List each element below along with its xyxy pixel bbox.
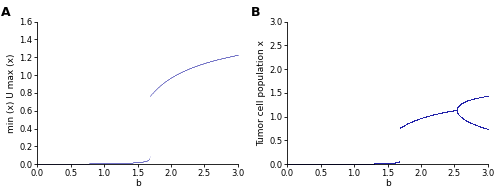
X-axis label: b: b [384,179,390,188]
X-axis label: b: b [134,179,140,188]
Text: B: B [251,6,260,19]
Y-axis label: min (x) U max (x): min (x) U max (x) [8,53,16,133]
Text: A: A [1,6,11,19]
Y-axis label: Tumor cell population x: Tumor cell population x [258,40,266,146]
